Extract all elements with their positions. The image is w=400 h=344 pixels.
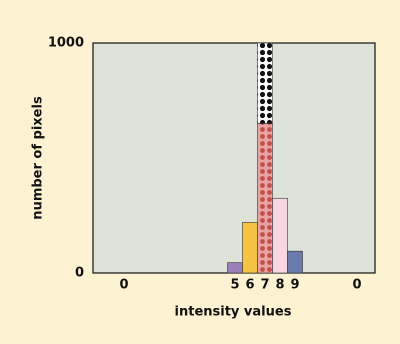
- plot-area: [92, 42, 376, 274]
- bar: [227, 262, 243, 274]
- y-axis-title: number of pixels: [31, 96, 46, 220]
- x-tick-label: 8: [275, 278, 284, 293]
- y-tick-label: 1000: [48, 36, 84, 51]
- x-tick-label: 0: [119, 278, 128, 293]
- x-tick-label: 0: [352, 278, 361, 293]
- bar-pattern: [257, 123, 273, 273]
- bar-pattern: [257, 43, 273, 124]
- bar: [272, 197, 288, 274]
- bar: [287, 250, 303, 274]
- x-tick-label: 9: [290, 278, 299, 293]
- x-tick-label: 7: [260, 278, 269, 293]
- x-tick-label: 5: [230, 278, 239, 293]
- y-tick-label: 0: [75, 266, 84, 281]
- bar: [242, 222, 258, 274]
- x-axis-title: intensity values: [175, 305, 292, 320]
- x-tick-label: 6: [245, 278, 254, 293]
